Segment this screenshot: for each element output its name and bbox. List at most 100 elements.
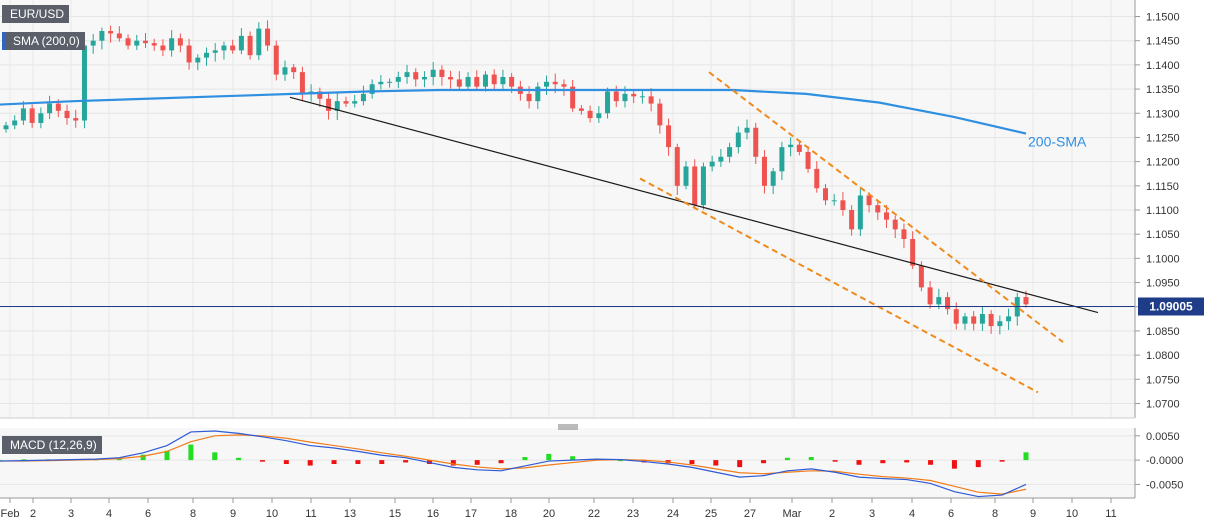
x-tick-label: 8 <box>190 508 196 520</box>
candle-body <box>761 156 767 186</box>
x-tick-label: 27 <box>744 508 756 520</box>
candle-body <box>343 101 349 104</box>
candle-body <box>979 314 985 324</box>
candle-body <box>683 166 689 186</box>
candle-body <box>988 314 994 327</box>
macd-histogram-bar <box>928 460 934 465</box>
candle-body <box>256 28 262 56</box>
price-y-tick-label: 1.0850 <box>1146 326 1180 338</box>
candle-body <box>134 40 140 46</box>
price-y-tick-label: 1.0700 <box>1146 398 1180 410</box>
candle-body <box>64 110 70 119</box>
macd-histogram-bar <box>307 460 313 466</box>
candle-body <box>962 316 968 324</box>
candle-body <box>700 166 706 206</box>
grid <box>0 0 1135 485</box>
candle-body <box>526 93 532 102</box>
x-tick-label: 23 <box>627 508 639 520</box>
candle-body <box>47 103 53 114</box>
candle-body <box>369 84 375 94</box>
sma-200-line <box>0 88 1027 135</box>
price-y-tick-label: 1.1150 <box>1146 181 1179 193</box>
candle-body <box>596 113 602 119</box>
candle-body <box>230 45 236 51</box>
candle-body <box>535 86 541 102</box>
candle-body <box>352 101 358 104</box>
price-y-tick-label: 1.1000 <box>1146 253 1180 265</box>
candle-body <box>945 297 951 310</box>
candle-body <box>753 127 759 157</box>
candle-body <box>814 168 820 189</box>
macd-histogram-bar <box>808 457 814 461</box>
x-tick-label: 3 <box>869 508 875 520</box>
x-tick-label: 9 <box>230 508 236 520</box>
x-tick-label: 3 <box>68 508 74 520</box>
candle-body <box>430 69 436 77</box>
last-price-label-bg <box>1138 297 1204 316</box>
macd-histogram-bar <box>498 460 504 464</box>
channel-upper-line <box>708 71 1064 343</box>
x-tick-label: 24 <box>667 508 679 520</box>
x-tick-label: 6 <box>948 508 954 520</box>
candle-body <box>901 229 907 240</box>
macd-histogram-bar <box>403 460 409 463</box>
candle-body <box>631 93 637 97</box>
price-y-tick-label: 1.1300 <box>1146 108 1180 120</box>
macd-histogram-bar <box>713 460 719 466</box>
price-y-tick-label: 1.0950 <box>1146 278 1180 290</box>
price-y-tick-label: 1.1200 <box>1146 157 1180 169</box>
macd-histogram-bar <box>331 460 337 464</box>
candle-body <box>334 101 340 111</box>
macd-histogram-bar <box>546 453 552 461</box>
candle-body <box>73 118 79 121</box>
candle-body <box>805 151 811 169</box>
candle-body <box>709 161 715 167</box>
x-tick-label: 15 <box>389 508 401 520</box>
price-y-tick-label: 1.1100 <box>1146 205 1179 217</box>
macd-y-tick-label: -0.0050 <box>1146 479 1183 491</box>
candle-body <box>840 200 846 210</box>
candle-body <box>265 28 271 46</box>
candle-body <box>857 195 863 230</box>
candle-body <box>1006 316 1012 322</box>
macd-histogram-bar <box>116 458 122 461</box>
macd-pane <box>0 430 1029 498</box>
x-tick-label: 11 <box>1105 508 1116 520</box>
candle-body <box>544 81 550 87</box>
candle-body <box>55 103 61 111</box>
candle-body <box>273 45 279 75</box>
candle-body <box>796 144 802 152</box>
candle-body <box>456 79 462 87</box>
macd-histogram-bar <box>570 456 576 461</box>
candle-body <box>1023 297 1029 305</box>
candle-body <box>587 110 593 119</box>
x-tick-label: Mar <box>783 508 802 520</box>
price-y-tick-label: 1.1400 <box>1146 60 1180 72</box>
candle-body <box>360 93 366 102</box>
candle-body <box>291 67 297 73</box>
x-tick-label: 20 <box>543 508 555 520</box>
macd-histogram-bar <box>283 460 289 464</box>
candle-body <box>482 74 488 87</box>
pane-divider-handle[interactable] <box>558 424 578 430</box>
candle-body <box>692 166 698 206</box>
candle-body <box>570 86 576 109</box>
x-tick-label: 18 <box>505 508 517 520</box>
macd-histogram-bar <box>450 460 456 466</box>
candle-body <box>657 103 663 126</box>
macd-histogram-bar <box>832 460 838 462</box>
symbol-label: EUR/USD <box>2 5 70 23</box>
candle-body <box>238 35 244 51</box>
candle-body <box>160 45 166 51</box>
candle-body <box>395 76 401 82</box>
candle-body <box>875 205 881 213</box>
price-pane: 200-SMA <box>0 20 1135 394</box>
price-y-tick-label: 1.0750 <box>1146 374 1180 386</box>
candle-body <box>282 67 288 75</box>
candle-body <box>195 57 201 63</box>
candle-body <box>299 72 305 94</box>
candle-body <box>465 76 471 87</box>
candle-body <box>491 74 497 85</box>
